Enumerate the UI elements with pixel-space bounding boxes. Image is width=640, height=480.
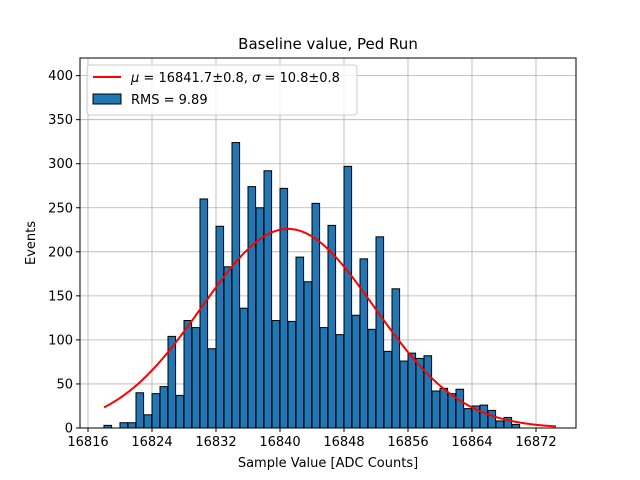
- histogram-bar: [191, 327, 201, 429]
- legend-histogram-label: RMS = 9.89: [131, 93, 208, 108]
- y-tick-label: 350: [48, 113, 73, 128]
- histogram-bar: [239, 307, 249, 429]
- chart-title: Baseline value, Ped Run: [238, 35, 418, 53]
- y-tick-label: 100: [48, 333, 73, 348]
- histogram-bar: [263, 170, 273, 429]
- histogram-bar: [151, 393, 161, 429]
- x-tick-label: 16856: [387, 435, 428, 450]
- histogram-bar: [231, 142, 241, 429]
- histogram-bar: [359, 258, 369, 429]
- histogram-bar: [271, 320, 281, 429]
- histogram-bar: [287, 320, 297, 429]
- x-tick-label: 16848: [323, 435, 364, 450]
- histogram-bar: [487, 409, 497, 429]
- histogram-bar: [223, 266, 233, 429]
- legend-sigma-value: = 10.8±0.8: [260, 71, 340, 86]
- histogram-bar: [495, 420, 505, 429]
- histogram-bar: [431, 390, 441, 429]
- y-tick-label: 150: [48, 289, 73, 304]
- y-tick-label: 250: [48, 201, 73, 216]
- legend: μ = 16841.7±0.8, σ = 10.8±0.8 RMS = 9.89: [86, 64, 358, 116]
- histogram-bar: [335, 334, 345, 429]
- histogram-bar: [455, 388, 465, 429]
- histogram-bar: [143, 414, 153, 429]
- histogram-bar: [303, 281, 313, 429]
- histogram-bar: [407, 352, 417, 429]
- plot-area: 16816 16824 16832 16840 16848 16856 16864 16872…: [48, 57, 577, 450]
- histogram-bar: [319, 327, 329, 429]
- y-axis-label: Events: [24, 221, 39, 265]
- histogram-bar: [183, 320, 193, 429]
- y-tick-label: 50: [56, 377, 73, 392]
- histogram-bar: [135, 392, 145, 429]
- histogram-bar: [447, 393, 457, 429]
- histogram-bar: [375, 236, 385, 429]
- histogram-bar: [119, 422, 129, 429]
- histogram-bar: [439, 387, 449, 429]
- histogram-bar: [367, 328, 377, 429]
- legend-mu-value: = 16841.7±0.8,: [139, 71, 252, 86]
- histogram-bars: [103, 142, 521, 429]
- legend-mu-symbol: μ: [130, 71, 139, 86]
- histogram-bar: [391, 288, 401, 429]
- histogram-bar: [343, 165, 353, 429]
- y-tick-label: 400: [48, 69, 73, 84]
- histogram-bar: [511, 423, 521, 429]
- histogram-bar: [159, 386, 169, 429]
- histogram-bar: [295, 256, 305, 429]
- x-axis-label: Sample Value [ADC Counts]: [238, 456, 418, 471]
- histogram-bar: [215, 225, 225, 429]
- x-tick-label: 16816: [67, 435, 108, 450]
- histogram-bar: [423, 355, 433, 429]
- histogram-bar: [463, 408, 473, 429]
- histogram-bar: [175, 394, 185, 429]
- gaussian-fit-curve: [103, 227, 557, 428]
- x-axis-ticks: 16816 16824 16832 16840 16848 16856 16864 16872: [67, 428, 557, 450]
- histogram-bar: [479, 404, 489, 429]
- x-tick-label: 16824: [131, 435, 172, 450]
- histogram-bar: [383, 350, 393, 429]
- legend-histogram-swatch: [92, 93, 122, 105]
- legend-box: [86, 64, 358, 116]
- y-tick-label: 200: [48, 245, 73, 260]
- x-tick-label: 16840: [259, 435, 300, 450]
- x-tick-label: 16864: [451, 435, 492, 450]
- legend-fit-label: μ = 16841.7±0.8, σ = 10.8±0.8: [130, 71, 340, 86]
- histogram-bar: [247, 186, 257, 429]
- axes-frame: [79, 57, 577, 429]
- histogram-bar: [351, 314, 361, 429]
- y-axis-ticks: 0 50 100 150 200 250 300 350 400: [48, 69, 80, 437]
- legend-sigma-symbol: σ: [252, 71, 261, 86]
- histogram-bar: [127, 422, 137, 429]
- y-tick-label: 300: [48, 157, 73, 172]
- histogram-bar: [199, 198, 209, 429]
- histogram-bar: [207, 348, 217, 429]
- histogram-bar: [399, 360, 409, 429]
- x-tick-label: 16872: [515, 435, 556, 450]
- x-tick-label: 16832: [195, 435, 236, 450]
- y-tick-label: 0: [65, 422, 73, 437]
- histogram-bar: [279, 187, 289, 429]
